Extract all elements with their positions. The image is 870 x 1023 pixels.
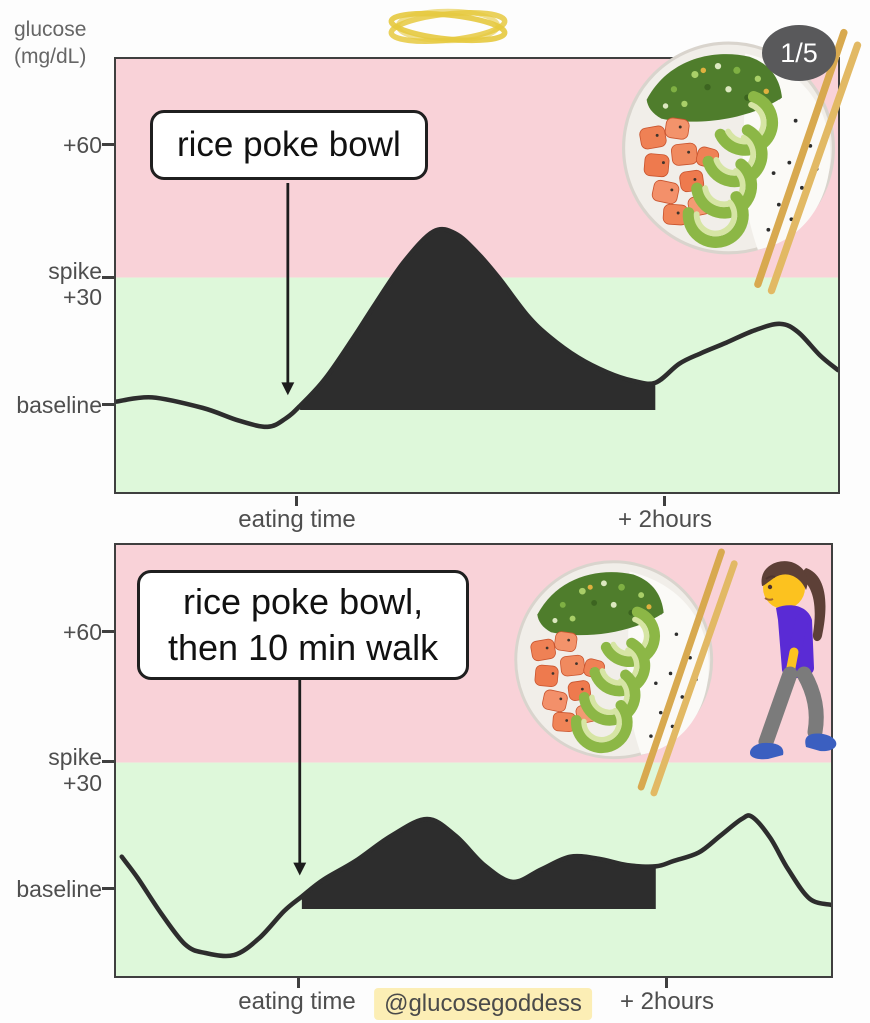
ytick-label-spike: spike: [48, 258, 102, 284]
chart-rice-poke-bowl: [114, 57, 840, 494]
xtick-label-plus-2hours: + 2hours: [619, 988, 715, 1015]
xtick-mark: [663, 496, 666, 506]
ytick-label-plus30: +30: [62, 770, 102, 796]
xtick-mark: [295, 496, 298, 506]
meal-label-box: rice poke bowl: [150, 110, 428, 180]
watermark-handle: @glucosegoddess: [374, 988, 592, 1020]
ytick-mark: [102, 887, 115, 890]
xtick-label-eating-time: eating time: [238, 506, 356, 533]
xtick-label-plus-2hours: + 2hours: [617, 506, 713, 533]
ytick-label-baseline: baseline: [16, 392, 102, 418]
woman-walking-icon: [750, 561, 837, 760]
scribble-doodle-icon: [388, 8, 508, 44]
ytick-label-spike: spike: [48, 744, 102, 770]
glucose-curve-top: [116, 59, 838, 492]
poke-bowl-image: [504, 544, 744, 797]
xtick-label-eating-time: eating time: [238, 988, 356, 1015]
xtick-mark: [665, 978, 668, 988]
ytick-mark: [102, 143, 115, 146]
carousel-page-badge: 1/5: [762, 25, 836, 81]
ytick-label-plus60: +60: [62, 619, 102, 645]
ytick-label-plus60: +60: [62, 132, 102, 158]
ytick-label-plus30: +30: [62, 284, 102, 310]
meal-label-box: rice poke bowl, then 10 min walk: [137, 570, 470, 680]
ytick-mark: [102, 403, 115, 406]
xtick-mark: [297, 978, 300, 988]
ytick-mark: [102, 276, 115, 279]
ytick-mark: [102, 760, 115, 763]
y-axis-title: glucose (mg/dL): [14, 18, 87, 69]
ytick-mark: [102, 630, 115, 633]
ytick-label-baseline: baseline: [16, 876, 102, 902]
